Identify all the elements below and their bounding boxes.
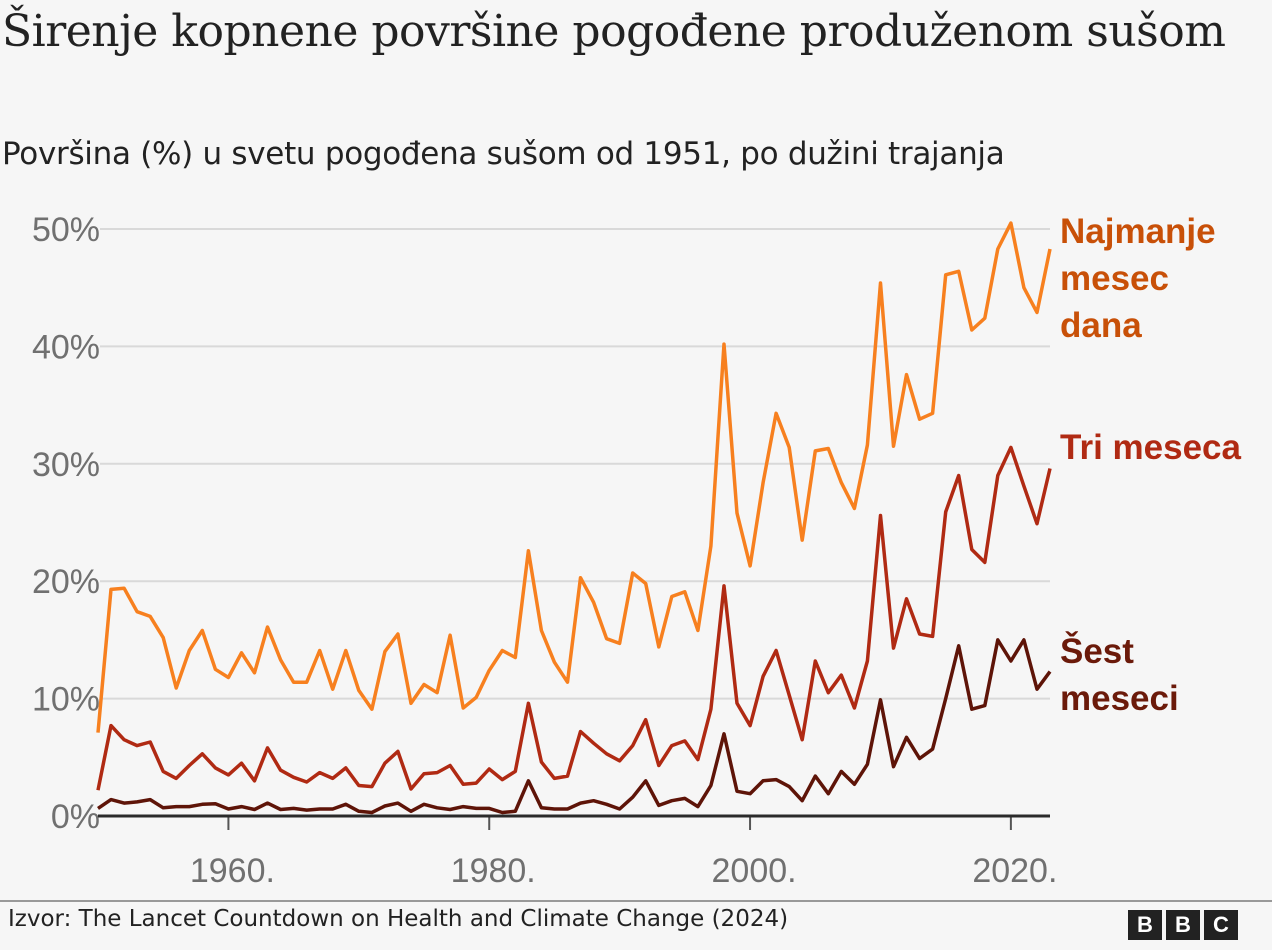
chart-subtitle: Površina (%) u svetu pogođena sušom od 1…	[2, 136, 1005, 172]
gridlines	[100, 228, 1050, 700]
chart-title: Širenje kopnene površine pogođene produž…	[2, 6, 1226, 57]
series-line-at-least-one-month	[96, 221, 1052, 733]
y-axis-labels: 0% 10% 20% 30% 40% 50%	[32, 211, 100, 836]
y-tick-label: 10%	[32, 681, 100, 719]
label-line: Tri meseca	[1060, 428, 1241, 467]
label-line: mesec	[1060, 259, 1169, 298]
label-line: Najmanje	[1060, 212, 1216, 251]
bbc-logo: B B C	[1128, 910, 1238, 940]
y-tick-label: 40%	[32, 328, 100, 366]
logo-block: B	[1128, 910, 1162, 940]
label-line: dana	[1060, 306, 1142, 345]
x-axis-labels: 1960. 1980. 2000. 2020.	[98, 814, 1057, 890]
series-lines	[96, 221, 1052, 815]
line-chart: 0% 10% 20% 30% 40% 50% 1960. 1980. 2000. 2020.	[32, 211, 1057, 890]
logo-block: C	[1204, 910, 1238, 940]
series-label-three-months: Tri meseca	[1060, 424, 1241, 471]
y-tick-label: 0%	[51, 798, 100, 836]
x-tick-label: 2000.	[712, 852, 797, 890]
series-line-six-months	[97, 638, 1052, 815]
y-tick-label: 30%	[32, 446, 100, 484]
y-tick-label: 50%	[32, 211, 100, 249]
y-tick-label: 20%	[32, 563, 100, 601]
logo-block: B	[1166, 910, 1200, 940]
x-tick-label: 1980.	[451, 852, 536, 890]
x-tick-label: 1960.	[190, 852, 275, 890]
label-line: Šest	[1060, 632, 1134, 671]
series-label-at-least-one-month: Najmanje mesec dana	[1060, 208, 1216, 349]
series-line-three-months	[96, 445, 1052, 791]
x-tick-label: 2020.	[972, 852, 1057, 890]
footer-divider	[0, 900, 1272, 902]
source-note: Izvor: The Lancet Countdown on Health an…	[8, 906, 789, 932]
series-label-six-months: Šest meseci	[1060, 628, 1179, 722]
label-line: meseci	[1060, 679, 1179, 718]
